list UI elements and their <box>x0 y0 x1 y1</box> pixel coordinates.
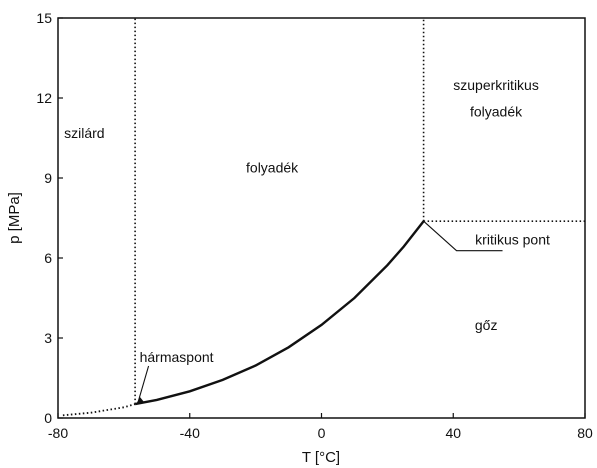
y-axis-title: p [MPa] <box>6 192 23 244</box>
y-tick-label: 12 <box>36 90 52 106</box>
annotation-label: folyadék <box>470 104 523 120</box>
x-tick-label: 40 <box>445 425 461 441</box>
annotation-label: gőz <box>475 317 498 333</box>
x-axis-ticks: -80 -40 0 40 80 <box>48 413 593 441</box>
annotation-label: szilárd <box>64 125 104 141</box>
annotation-label: szuperkritikus <box>453 77 539 93</box>
annotation-label: folyadék <box>246 160 299 176</box>
x-tick-label: -80 <box>48 425 68 441</box>
y-tick-label: 3 <box>44 330 52 346</box>
annotation-label: hármaspont <box>140 349 214 365</box>
y-tick-label: 6 <box>44 250 52 266</box>
y-tick-label: 9 <box>44 170 52 186</box>
x-tick-label: 0 <box>318 425 326 441</box>
x-tick-label: -40 <box>180 425 200 441</box>
critical-point-pointer <box>423 220 503 252</box>
y-axis-ticks: 0 3 6 9 12 15 <box>36 10 63 426</box>
annotation-label: kritikus pont <box>475 232 550 248</box>
y-tick-label: 15 <box>36 10 52 26</box>
coexistence-curves <box>62 220 425 417</box>
x-tick-label: 80 <box>577 425 593 441</box>
triple-point-pointer <box>137 365 150 403</box>
x-axis-title: T [°C] <box>302 449 340 466</box>
coexistence-curve-0 <box>134 220 425 406</box>
triple-point-arrowhead <box>136 397 145 405</box>
coexistence-curve-1 <box>62 403 136 417</box>
region-annotations: szilárd folyadék szuperkritikus folyadék kri… <box>64 77 550 405</box>
y-tick-label: 0 <box>44 410 52 426</box>
phase-boundaries <box>134 18 585 405</box>
